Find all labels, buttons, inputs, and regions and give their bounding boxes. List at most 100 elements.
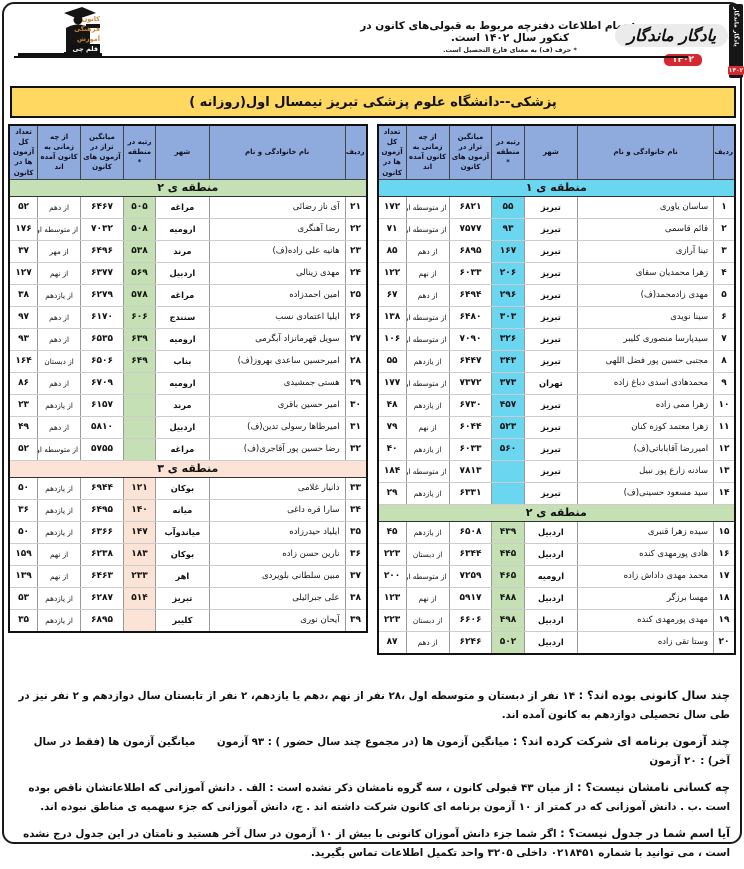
brand-name: یادگار ماندگار (615, 24, 728, 47)
total-exams: ۸۵ (377, 239, 407, 263)
city: تبریز (523, 261, 579, 285)
note-paragraph: آیا اسم شما در جدول نیست؟ : اگر شما جزء … (14, 824, 730, 863)
table-row: ۳۴ سارا قره داغی میانه ۱۴۰ ۶۴۹۵ از یازدهم ۳۶ (8, 498, 368, 522)
city: ارومیه (155, 371, 210, 395)
joined-since: از یازدهم (37, 608, 82, 633)
region-band-label: منطقه ی ۱ (377, 178, 736, 197)
student-name: نارین حسن زاده (208, 542, 346, 566)
avg-score: ۶۵۳۵ (80, 327, 124, 351)
region-band-row: منطقه ی ۲ (8, 178, 367, 197)
student-name: امیرطاها رسولی تدین(ف) (208, 415, 346, 439)
region-band-row: منطقه ی ۱ (377, 178, 736, 197)
total-exams: ۳۸ (8, 283, 39, 307)
total-exams: ۴۵ (377, 520, 407, 544)
joined-since: از دهم (405, 630, 450, 655)
col-row-number: ردیف (344, 124, 368, 180)
note-paragraph: چند آزمون برنامه ای شرکت کرده اند؟ : میا… (14, 732, 730, 771)
joined-since: از یازدهم (405, 481, 450, 505)
col-region-rank: رتبه در منطقه * (122, 124, 157, 180)
row-number: ۲۷ (344, 327, 368, 351)
student-name: امیرحسین ساعدی بهروز(ف) (208, 349, 346, 373)
total-exams: ۷۱ (377, 217, 407, 241)
total-exams: ۹۳ (8, 327, 39, 351)
avg-score: ۶۳۶۶ (80, 520, 124, 544)
side-strip: یادگار ماندگار ۱۴۰۲ (727, 4, 744, 78)
table-row: ۲۹ هستی جمشیدی ارومیه ۶۷۰۹ از دهم ۸۶ (8, 371, 368, 395)
row-number: ۴ (713, 261, 736, 285)
row-number: ۶ (713, 305, 736, 329)
avg-score: ۶۰۴۴ (448, 415, 493, 439)
table-row: ۳۸ علی جبرائیلی تبریز ۵۱۴ ۶۲۸۷ از یازدهم ۵۳ (8, 586, 368, 610)
avg-score: ۶۵۰۸ (448, 520, 493, 544)
row-number: ۱۵ (713, 520, 736, 544)
region-rank (122, 437, 157, 461)
table-row: ۲۴ مهدی زینالی اردبیل ۵۶۹ ۶۳۷۷ از نهم ۱۲۷ (8, 261, 368, 285)
table-right-wrap: ردیف نام خانوادگی و نام شهر رتبه در منطق… (376, 124, 736, 655)
avg-score: ۵۹۱۷ (448, 586, 493, 610)
col-region-rank: رتبه در منطقه * (491, 124, 525, 180)
row-number: ۳۱ (344, 415, 368, 439)
region-rank: ۵۰۸ (122, 217, 157, 241)
region-rank (491, 481, 525, 505)
total-exams: ۱۲۷ (8, 261, 39, 285)
region-band-row: منطقه ی ۲ (377, 503, 736, 522)
row-number: ۲۳ (344, 239, 368, 263)
table-row: ۱۶ هادی پورمهدی کنده اردبیل ۴۴۵ ۶۳۴۴ از دبستا… (377, 542, 736, 566)
table-row: ۱۷ محمد مهدی داداش زاده ارومیه ۴۶۵ ۷۲۵۹ از مت… (377, 564, 736, 588)
student-name: زهرا محمدیان سقای (577, 261, 715, 285)
joined-since: از متوسطه اول (405, 371, 450, 395)
region-band-label: منطقه ی ۳ (8, 459, 367, 478)
avg-score: ۶۴۶۳ (80, 564, 124, 588)
student-name: تینا آرازی (577, 239, 715, 263)
total-exams: ۳۶ (8, 498, 39, 522)
city: اهر (155, 564, 210, 588)
row-number: ۱۴ (713, 481, 736, 505)
kanoon-logo: کانون فرهنگی آموزش قلم چی (14, 4, 106, 58)
table-row: ۳۳ دانیار غلامی بوکان ۱۲۱ ۶۹۴۴ از یازدهم ۵۰ (8, 476, 368, 500)
header-row: ردیف نام خانوادگی و نام شهر رتبه در منطق… (377, 124, 736, 180)
student-name: مهدی پورمهدی کنده (577, 608, 715, 632)
col-joined-since: از چه زمانی به کانون آمده اند (37, 124, 82, 180)
region-rank: ۵۰۲ (491, 630, 525, 655)
region-band-row: منطقه ی ۳ (8, 459, 367, 478)
total-exams: ۱۲۳ (377, 586, 407, 610)
avg-score: ۵۸۱۰ (80, 415, 124, 439)
table-row: ۳۷ مبین سلطانی بلویردی اهر ۲۳۳ ۶۴۶۳ از نهم ۱۳۹ (8, 564, 368, 588)
city: اردبیل (523, 542, 579, 566)
region-rank (491, 459, 525, 483)
joined-since: از یازدهم (37, 283, 82, 307)
total-exams: ۶۷ (377, 283, 407, 307)
city: بناب (155, 349, 210, 373)
avg-score: ۶۸۹۵ (80, 608, 124, 633)
joined-since: از مهر (37, 239, 82, 263)
city: تبریز (523, 195, 579, 219)
region-rank: ۶۳۹ (122, 327, 157, 351)
avg-score: ۷۳۷۲ (448, 371, 493, 395)
region-rank: ۳۷۳ (491, 371, 525, 395)
region-rank: ۳۲۶ (491, 327, 525, 351)
note-main: توجه: تمام اطلاعات دفترچه مربوط به قبولی… (360, 20, 660, 44)
row-number: ۹ (713, 371, 736, 395)
table-row: ۱۰ زهرا ممی زاده تبریز ۴۵۷ ۶۷۳۰ از یازدهم ۴۸ (377, 393, 736, 417)
region-rank: ۱۶۷ (491, 239, 525, 263)
note-text: از میان ۴۳ قبولی کانون ، سه گروه نامشان … (24, 781, 730, 814)
table-row: ۱۱ زهرا معتمد کوزه کنان تبریز ۵۲۳ ۶۰۴۴ از نهم… (377, 415, 736, 439)
header-note: توجه: تمام اطلاعات دفترچه مربوط به قبولی… (360, 20, 660, 54)
student-name: وستا تقی زاده (577, 630, 715, 655)
total-exams: ۲۹ (377, 481, 407, 505)
region-rank: ۵۶۹ (122, 261, 157, 285)
city: تهران (523, 371, 579, 395)
total-exams: ۳۷ (8, 239, 39, 263)
joined-since: از دهم (37, 327, 82, 351)
city: مراغه (155, 437, 210, 461)
city: اردبیل (155, 415, 210, 439)
table-row: ۲۵ امین احمدزاده مراغه ۵۷۸ ۶۲۷۹ از یازدهم ۳۸ (8, 283, 368, 307)
student-name: مجتبی حسین پور فضل اللهی (577, 349, 715, 373)
student-name: امین احمدزاده (208, 283, 346, 307)
row-number: ۷ (713, 327, 736, 351)
brand-logo: یادگار ماندگار ۱۴۰۲ (615, 24, 728, 66)
row-number: ۲۹ (344, 371, 368, 395)
side-strip-year: ۱۴۰۲ (727, 66, 744, 75)
joined-since: از متوسطه اول (405, 564, 450, 588)
